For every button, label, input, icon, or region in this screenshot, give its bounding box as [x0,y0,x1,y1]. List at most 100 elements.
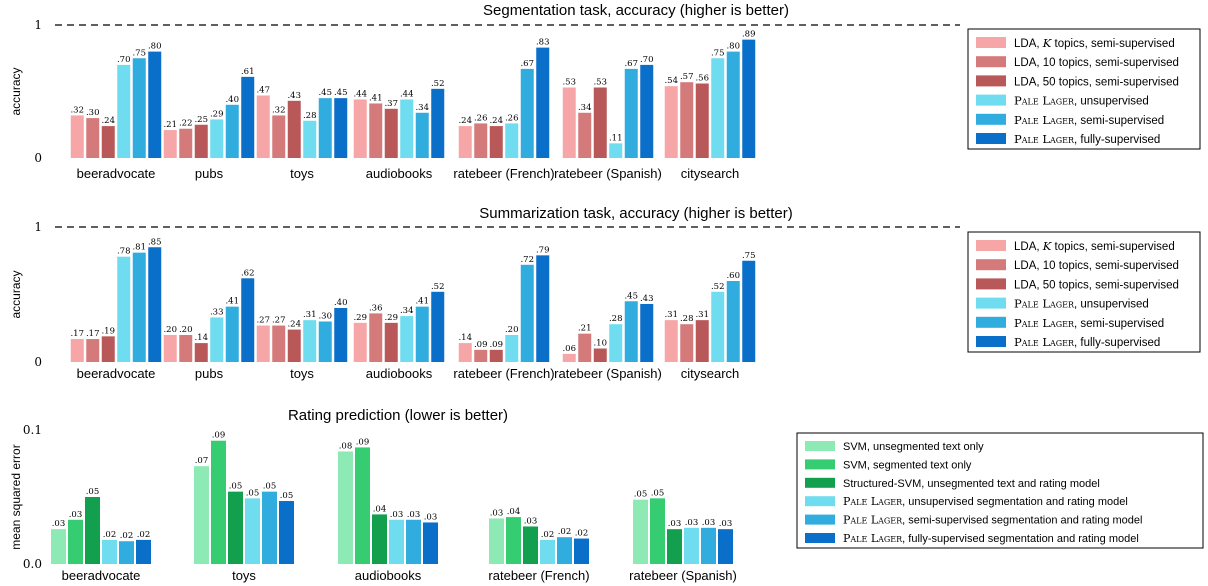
bar-5 [318,321,332,362]
legend-swatch [976,75,1006,87]
bar-4 [505,335,519,362]
bar-value-label: .44 [400,89,414,99]
bar-5 [262,491,277,564]
bar-value-label: .45 [334,88,348,98]
bar-value-label: .29 [353,313,367,323]
bar-value-label: .78 [117,247,131,257]
bar-6 [136,539,151,564]
bar-value-label: .20 [179,325,193,335]
bar-4 [303,120,317,158]
bar-3 [228,491,243,564]
y-tick-label: 0 [34,355,42,369]
bar-1 [458,343,472,362]
legend-entry-label: Pale Lager, fully-supervised [1014,132,1160,146]
legend-entry-label: LDA, K topics, semi-supervised [1014,36,1175,50]
bar-2 [474,123,488,158]
bar-5 [119,541,134,564]
legend-entry-label: Pale Lager, semi-supervised [1014,113,1164,127]
x-category-label: ratebeer (Spanish) [554,166,662,181]
legend-entry-label: LDA, 50 topics, semi-supervised [1014,279,1179,291]
legend-entry-label: Pale Lager, unsupervised [1014,297,1149,311]
x-category-label: beeradvocate [77,166,156,181]
bar-5 [726,51,740,158]
x-category-label: pubs [195,366,224,381]
legend-swatch [976,113,1006,125]
bar-3 [372,514,387,564]
legend-entry-label: Pale Lager, fully-supervised segmentatio… [843,532,1139,545]
legend-swatch [976,94,1006,106]
x-category-label: audiobooks [366,166,433,181]
y-tick-label: 0.1 [23,423,42,437]
bar-value-label: .19 [101,326,115,336]
bar-value-label: .85 [148,237,162,247]
bar-value-label: .24 [458,116,472,126]
bar-value-label: .45 [318,88,332,98]
bar-value-label: .54 [664,76,678,86]
bar-value-label: .40 [334,298,348,308]
bar-value-label: .09 [489,340,503,350]
bar-value-label: .04 [373,504,387,514]
x-category-label: ratebeer (French) [453,366,554,381]
bar-6 [334,98,348,158]
bar-value-label: .03 [407,510,421,520]
bar-value-label: .52 [431,79,445,89]
bar-value-label: .17 [70,329,84,339]
bar-2 [650,498,665,564]
bar-6 [279,501,294,564]
bar-1 [664,320,678,362]
bar-value-label: .34 [400,306,414,316]
legend-swatch [976,297,1006,309]
bar-4 [400,99,414,158]
bar-4 [505,123,519,158]
bar-value-label: .41 [369,93,383,103]
legend-swatch [976,316,1006,328]
y-tick-label: 1 [34,220,42,234]
bar-6 [718,529,733,564]
legend-swatch [805,459,835,470]
chart-panel-3: Rating prediction (lower is better) mean … [9,407,1204,583]
bar-value-label: .75 [132,48,146,58]
x-category-label: toys [232,568,256,583]
bar-value-label: .28 [680,314,694,324]
legend-box [796,432,1204,549]
bar-value-label: .03 [685,518,699,528]
legend-entry-label: LDA, 10 topics, semi-supervised [1014,260,1179,272]
bar-3 [101,336,115,362]
x-category-label: citysearch [681,166,740,181]
bar-3 [695,320,709,362]
x-category-label: pubs [195,166,224,181]
bar-value-label: .45 [624,291,638,301]
bar-value-label: .26 [505,113,519,123]
legend-entry-label: Pale Lager, unsupervised segmentation an… [843,495,1128,508]
bar-value-label: .32 [272,105,286,115]
bar-value-label: .53 [593,78,607,88]
bar-3 [101,126,115,158]
chart-title: Summarization task, accuracy (higher is … [479,205,792,222]
bar-value-label: .27 [272,316,286,326]
bar-value-label: .70 [640,55,654,65]
legend-swatch [805,477,835,488]
bar-value-label: .52 [711,282,725,292]
bar-5 [624,68,638,158]
bar-3 [85,497,100,564]
bar-value-label: .22 [179,119,193,129]
bar-value-label: .05 [280,491,294,501]
bar-value-label: .05 [86,487,100,497]
bar-value-label: .06 [562,344,576,354]
bar-value-label: .60 [726,271,740,281]
bar-value-label: .21 [578,324,592,334]
bar-value-label: .02 [575,529,589,539]
x-category-label: ratebeer (French) [488,568,589,583]
bar-5 [132,58,146,158]
legend-entry-label: LDA, 10 topics, semi-supervised [1014,57,1179,69]
legend-swatch [976,259,1006,271]
bar-value-label: .80 [726,42,740,52]
bar-6 [148,247,162,362]
legend-entry-label: Pale Lager, fully-supervised [1014,335,1160,349]
bar-value-label: .03 [424,512,438,522]
bar-5 [557,537,572,564]
bar-value-label: .31 [664,310,678,320]
bar-value-label: .07 [195,456,209,466]
bar-6 [640,64,654,158]
y-tick-label: 1 [34,18,42,32]
